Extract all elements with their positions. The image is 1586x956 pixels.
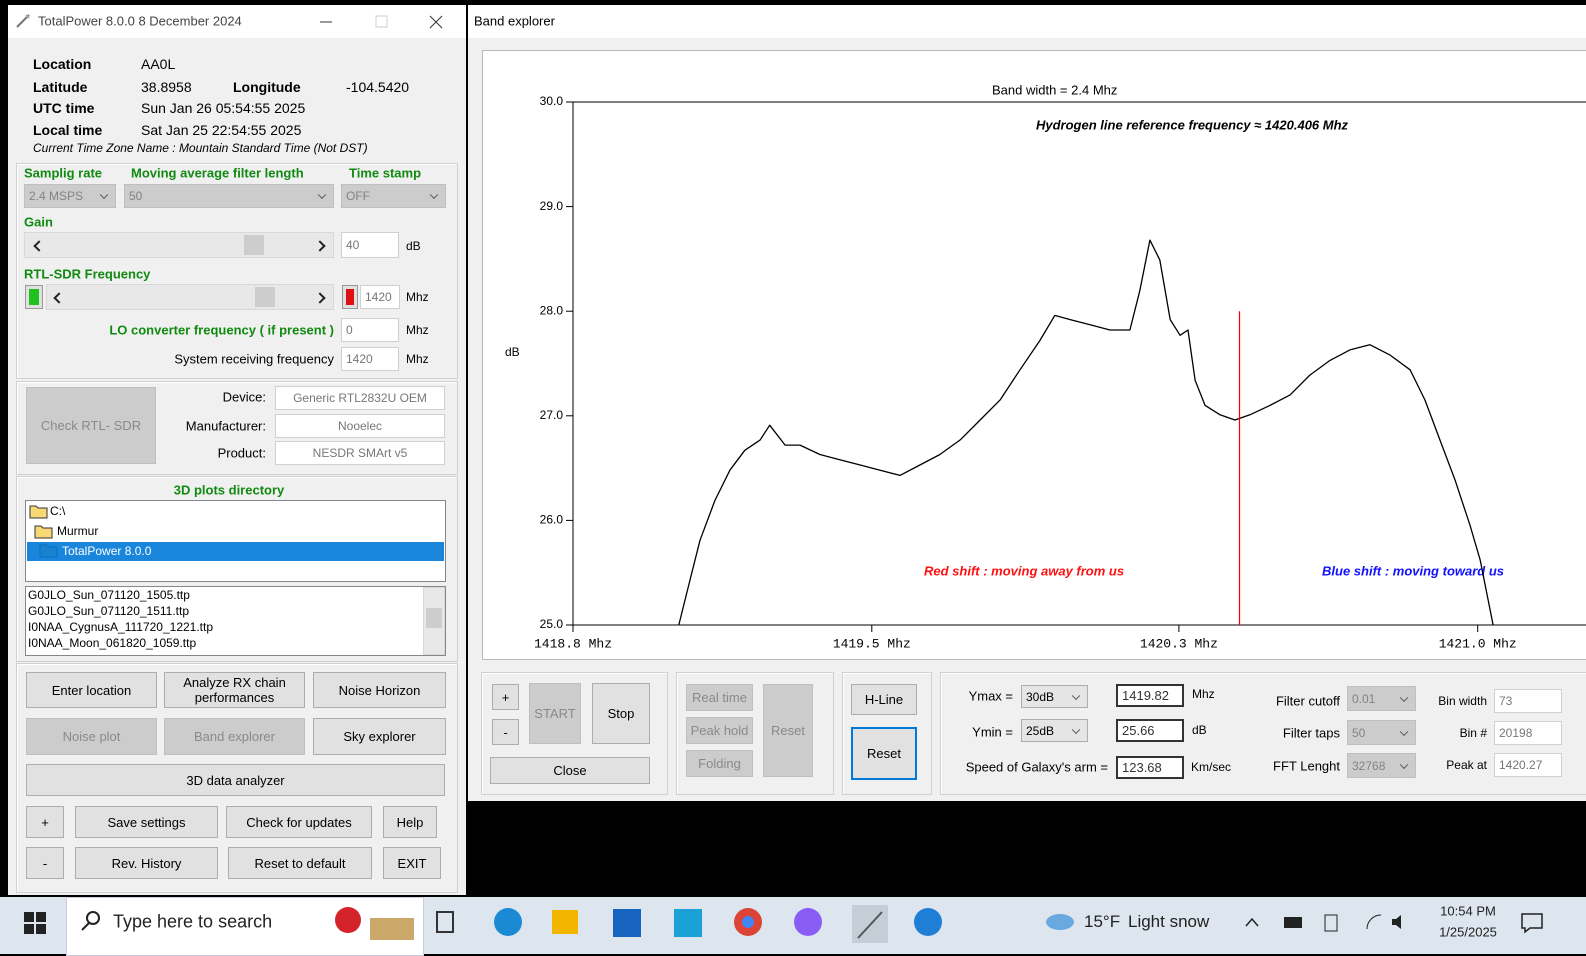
label: 1/25/2025 (1439, 925, 1497, 940)
weather-icon (1044, 910, 1076, 934)
button[interactable]: - (492, 719, 519, 745)
button[interactable]: Stop (592, 683, 650, 744)
label: Filter taps (1283, 726, 1340, 741)
rect (552, 910, 578, 934)
label: Light snow (1128, 912, 1209, 932)
y-tick-label: 25.0 (540, 617, 564, 631)
button[interactable]: START (529, 683, 581, 744)
text-field: 25.66 (1116, 719, 1184, 742)
path (1367, 915, 1381, 929)
line (82, 923, 89, 930)
circle (87, 912, 99, 924)
rect (24, 924, 34, 934)
text-field: 73 (1494, 689, 1562, 713)
y-axis-label: dB (505, 345, 520, 359)
text-field: 1419.82 (1116, 684, 1184, 707)
x-tick-label: 1419.5 Mhz (833, 636, 911, 651)
y-tick-label: 29.0 (540, 199, 564, 213)
button[interactable]: Reset (851, 727, 917, 780)
button[interactable]: Real time (686, 684, 753, 711)
text-field: 20198 (1494, 721, 1562, 745)
label: Ymax = (969, 689, 1013, 704)
button[interactable]: Close (490, 757, 650, 784)
label: Peak at (1446, 758, 1487, 772)
dropdown[interactable]: 25dB (1021, 719, 1088, 742)
circle (335, 907, 361, 933)
polyline (1246, 919, 1258, 926)
path (1522, 914, 1542, 932)
label: Bin width (1438, 694, 1487, 708)
label: Bin # (1460, 726, 1487, 740)
x-tick-label: 1421.0 Mhz (1439, 636, 1517, 651)
rect (437, 912, 453, 932)
label: Mhz (1192, 687, 1215, 701)
rect (36, 924, 46, 934)
circle (914, 908, 942, 936)
dropdown[interactable]: 30dB (1021, 685, 1088, 708)
start-button[interactable] (24, 912, 46, 934)
x-tick-label: 1420.3 Mhz (1140, 636, 1218, 651)
y-tick-label: 30.0 (540, 94, 564, 108)
dropdown[interactable]: 50 (1347, 720, 1416, 745)
circle (742, 916, 754, 928)
x-tick-label: 1418.8 Mhz (534, 636, 612, 651)
button[interactable]: H-Line (851, 684, 917, 715)
text-field: 123.68 (1116, 756, 1184, 779)
button[interactable]: Peak hold (686, 717, 753, 744)
blue-shift-label: Blue shift : moving toward us (1322, 563, 1504, 578)
bandwidth: Band width = 2.4 Mhz (992, 82, 1117, 97)
taskbar-apps[interactable] (330, 900, 950, 950)
button[interactable]: Reset (763, 684, 813, 777)
label: 10:54 PM (1440, 904, 1496, 919)
dropdown[interactable]: 32768 (1347, 753, 1416, 778)
red-shift-label: Red shift : moving away from us (924, 563, 1124, 578)
label: Ymin = (972, 725, 1013, 740)
search-icon (80, 910, 102, 932)
button[interactable]: Folding (686, 750, 753, 777)
label: Km/sec (1191, 760, 1231, 774)
y-tick-label: 26.0 (540, 513, 564, 527)
rect (1325, 915, 1337, 931)
rect (613, 909, 641, 937)
rect (674, 909, 702, 937)
y-tick-label: 27.0 (540, 408, 564, 422)
y-tick-label: 28.0 (540, 303, 564, 317)
rect (1284, 917, 1302, 928)
rect (36, 912, 46, 922)
circle (494, 908, 522, 936)
label: FFT Lenght (1273, 759, 1340, 774)
path (1392, 915, 1401, 929)
label: Speed of Galaxy's arm = (966, 760, 1108, 775)
text-field: 1420.27 (1494, 753, 1562, 777)
label: Filter cutoff (1276, 694, 1340, 709)
label: 15°F (1084, 912, 1120, 932)
circle (794, 908, 822, 936)
annotation: Hydrogen line reference frequency ≈ 1420… (1036, 117, 1349, 132)
rect (24, 912, 34, 922)
button[interactable]: + (492, 684, 519, 710)
band-chart: Band width = 2.4 Mhz Hydrogen line refer… (0, 0, 1586, 954)
ellipse (1046, 914, 1074, 930)
label: dB (1192, 723, 1207, 737)
dropdown[interactable]: 0.01 (1347, 686, 1416, 711)
rect (370, 918, 414, 940)
tray-icons[interactable] (1242, 910, 1422, 934)
desktop: TotalPower 8.0.0 8 December 2024 Locatio… (0, 0, 1586, 954)
notifications[interactable] (1520, 911, 1544, 935)
label: Type here to search (113, 912, 272, 933)
